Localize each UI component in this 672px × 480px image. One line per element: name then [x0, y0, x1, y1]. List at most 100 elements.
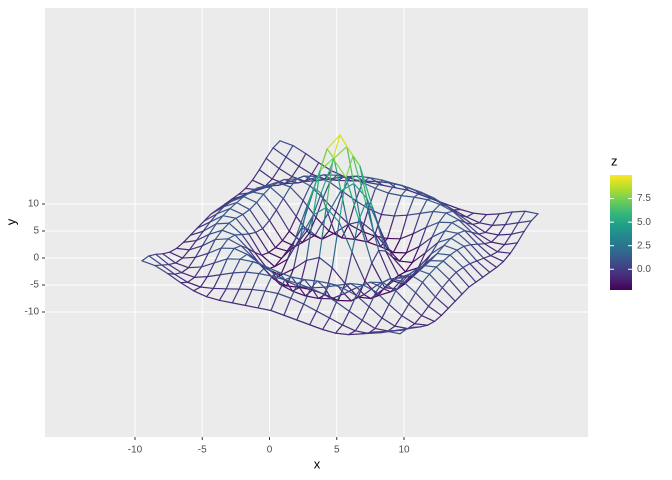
wire-segment	[484, 243, 499, 253]
wire-segment	[415, 264, 424, 270]
wire-segment	[331, 170, 346, 178]
wire-segment	[282, 186, 291, 200]
wire-segment	[460, 208, 475, 214]
wire-segment	[227, 238, 242, 247]
wire-segment	[490, 234, 499, 243]
wire-segment	[431, 221, 440, 238]
wire-segment	[297, 282, 312, 289]
wire-segment	[248, 233, 263, 256]
wire-segment	[330, 293, 345, 300]
wire-segment	[239, 258, 254, 263]
wire-segment	[394, 183, 409, 189]
wire-segment	[344, 251, 353, 285]
wire-segment	[255, 228, 264, 233]
wire-segment	[399, 328, 408, 335]
wire-segment	[415, 281, 424, 294]
wire-segment	[449, 249, 458, 256]
wire-segment	[352, 155, 361, 167]
wire-segment	[356, 286, 365, 296]
wire-segment	[340, 182, 355, 192]
wire-segment	[188, 245, 203, 251]
wire-segment	[329, 283, 344, 289]
colorbar	[610, 175, 632, 290]
wire-segment	[436, 252, 451, 256]
wire-segment	[304, 180, 319, 182]
wire-segment	[251, 169, 260, 181]
wire-segment	[458, 219, 473, 233]
wire-segment	[227, 234, 236, 240]
wire-segment	[362, 284, 377, 293]
wire-segment	[427, 305, 442, 316]
wire-segment	[321, 230, 330, 240]
wire-segment	[215, 215, 224, 225]
wire-segment	[363, 284, 378, 296]
wire-segment	[238, 187, 247, 195]
wire-segment	[432, 210, 447, 214]
wire-segment	[277, 279, 286, 295]
wire-segment	[223, 202, 238, 208]
wire-segment	[244, 179, 253, 189]
wire-segment	[209, 215, 224, 223]
wire-segment	[384, 279, 393, 289]
wire-segment	[155, 253, 170, 266]
wire-segment	[301, 232, 310, 244]
wire-segment	[303, 287, 312, 305]
wire-segment	[341, 310, 350, 326]
wire-segment	[181, 272, 196, 278]
wire-segment	[295, 199, 304, 218]
wire-segment	[271, 167, 280, 180]
wire-segment	[484, 241, 493, 245]
wire-segment	[289, 178, 298, 188]
wire-segment	[405, 246, 420, 254]
wire-segment	[187, 281, 202, 288]
wire-segment	[329, 174, 338, 183]
wire-segment	[222, 215, 237, 219]
wire-segment	[342, 190, 357, 202]
wire-segment	[399, 233, 414, 240]
wire-segment	[246, 253, 261, 265]
wire-segment	[465, 222, 480, 235]
wire-segment	[430, 241, 439, 255]
wire-segment	[367, 235, 376, 243]
wire-segment	[296, 175, 305, 180]
wire-segment	[433, 197, 448, 207]
wire-segment	[290, 282, 299, 299]
wire-segment	[257, 307, 272, 312]
wire-segment	[202, 223, 217, 232]
wire-segment	[496, 260, 505, 268]
wire-segment	[274, 247, 289, 252]
wire-segment	[358, 219, 373, 264]
wire-segment	[310, 287, 325, 295]
wire-segment	[478, 233, 493, 243]
wire-segment	[326, 134, 341, 150]
wire-segment	[498, 211, 513, 215]
wire-segment	[426, 199, 441, 205]
wire-segment	[477, 243, 486, 245]
wire-segment	[418, 226, 427, 248]
wire-segment	[364, 262, 373, 282]
wire-segment	[478, 222, 493, 226]
wire-segment	[199, 286, 214, 290]
wire-segment	[442, 260, 457, 273]
wire-segment	[431, 230, 446, 238]
wire-segment	[451, 222, 466, 232]
wire-segment	[214, 229, 223, 241]
wire-segment	[391, 256, 406, 273]
wire-segment	[321, 232, 336, 240]
wire-segment	[169, 247, 178, 253]
wire-segment	[404, 261, 413, 273]
wire-segment	[169, 251, 184, 259]
wire-segment	[412, 226, 427, 235]
wire-segment	[265, 157, 280, 170]
wire-segment	[256, 186, 271, 189]
wire-segment	[466, 216, 481, 224]
wire-segment	[261, 251, 270, 256]
wire-segment	[181, 256, 196, 259]
wire-segment	[338, 177, 347, 223]
wire-segment	[278, 156, 287, 170]
wire-segment	[280, 240, 295, 259]
wire-segment	[335, 287, 344, 303]
wire-segment	[209, 213, 218, 223]
wire-segment	[195, 230, 204, 242]
wire-segment	[258, 169, 273, 180]
